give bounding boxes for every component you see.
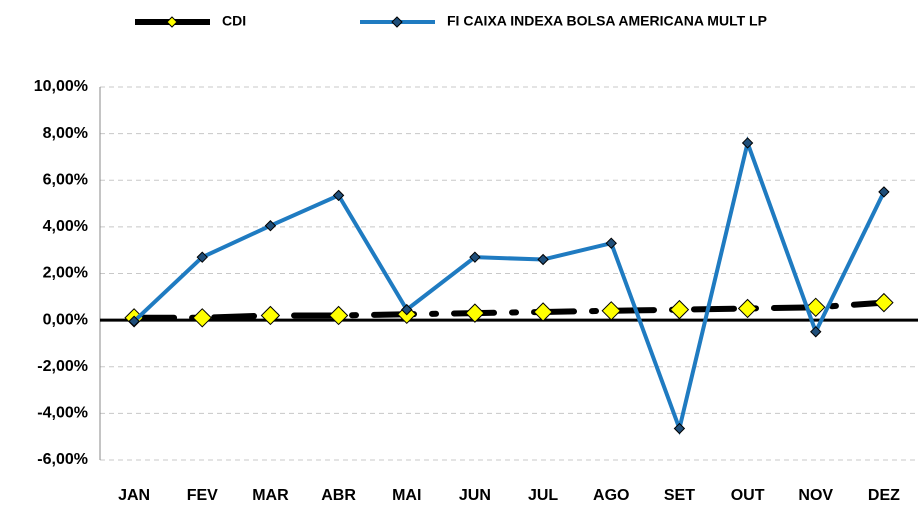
marker xyxy=(874,292,894,313)
x-tick-label: OUT xyxy=(731,487,765,504)
marker xyxy=(196,251,208,263)
legend-label: FI CAIXA INDEXA BOLSA AMERICANA MULT LP xyxy=(447,13,767,29)
marker xyxy=(260,305,281,326)
marker xyxy=(328,305,349,326)
legend-marker xyxy=(166,16,178,28)
legend-label: CDI xyxy=(222,13,246,29)
y-tick-label: 10,00% xyxy=(34,78,88,95)
y-tick-label: 0,00% xyxy=(43,311,88,328)
marker xyxy=(669,299,690,320)
legend-marker xyxy=(391,16,403,28)
x-tick-label: DEZ xyxy=(868,487,900,504)
y-tick-label: 6,00% xyxy=(43,171,88,188)
marker xyxy=(128,315,140,327)
y-tick-label: 8,00% xyxy=(43,125,88,142)
series-line xyxy=(131,299,887,321)
x-tick-label: MAR xyxy=(252,487,289,504)
marker xyxy=(537,253,549,266)
marker xyxy=(601,301,621,321)
series-line xyxy=(132,135,886,436)
marker xyxy=(192,308,212,328)
marker xyxy=(533,302,553,322)
x-tick-label: JAN xyxy=(118,487,150,504)
marker xyxy=(605,237,617,249)
marker xyxy=(810,326,822,338)
x-tick-label: SET xyxy=(664,487,695,504)
marker xyxy=(741,137,754,149)
marker xyxy=(737,298,758,319)
x-tick-label: JUL xyxy=(528,487,558,504)
y-tick-label: 2,00% xyxy=(43,265,88,282)
marker xyxy=(401,303,413,316)
x-tick-label: AGO xyxy=(593,487,629,504)
y-tick-label: 4,00% xyxy=(43,218,88,235)
marker xyxy=(673,422,686,435)
x-tick-label: FEV xyxy=(187,487,218,504)
y-tick-label: -6,00% xyxy=(37,451,88,468)
marker xyxy=(465,303,485,323)
x-tick-label: NOV xyxy=(798,487,833,504)
marker xyxy=(878,186,890,198)
x-tick-label: ABR xyxy=(321,487,356,504)
marker xyxy=(332,189,345,202)
x-tick-label: JUN xyxy=(459,487,491,504)
marker xyxy=(469,251,481,263)
y-tick-label: -2,00% xyxy=(37,358,88,375)
x-tick-label: MAI xyxy=(392,487,421,504)
marker xyxy=(264,220,277,232)
y-tick-label: -4,00% xyxy=(37,405,88,422)
marker xyxy=(806,297,826,318)
